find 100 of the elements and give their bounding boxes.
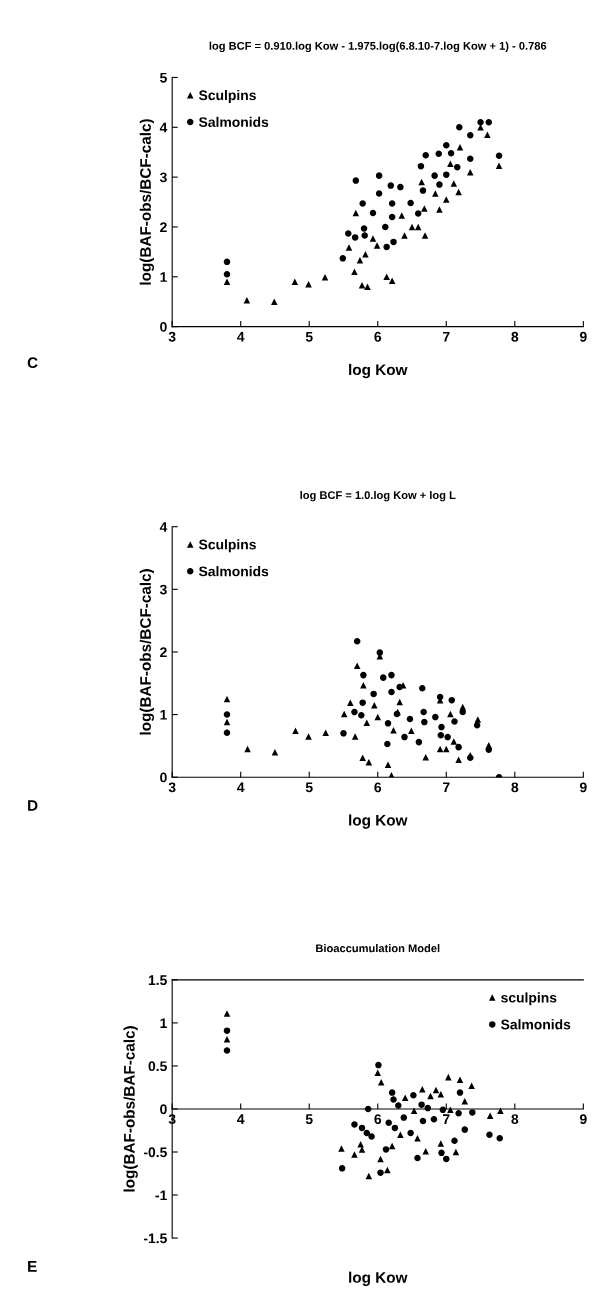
x-tick-label: 4 (237, 782, 245, 793)
y-tick-label: 3 (159, 584, 167, 595)
point (485, 746, 493, 753)
point (438, 1149, 445, 1157)
point (322, 729, 329, 736)
point (407, 199, 414, 207)
point (417, 162, 425, 170)
point (358, 1124, 366, 1132)
y-tick-label: 1.5 (148, 975, 167, 986)
point (375, 1061, 382, 1069)
y-tick-label: -1 (155, 1190, 167, 1201)
point (345, 230, 352, 237)
point (359, 699, 366, 706)
point (370, 690, 377, 698)
point (406, 715, 414, 723)
point (223, 258, 231, 266)
point (437, 1140, 445, 1147)
text: D (28, 800, 38, 811)
point (358, 711, 365, 719)
point (407, 1129, 414, 1137)
point (388, 1089, 396, 1096)
y-tick-label: 4 (159, 122, 168, 133)
point (477, 124, 484, 131)
point (437, 1091, 445, 1098)
point (496, 1134, 503, 1142)
text: E (28, 1261, 37, 1272)
legend-label: Sculpins (198, 89, 256, 103)
point (321, 274, 329, 281)
point (414, 210, 422, 217)
point (377, 1079, 385, 1086)
point (358, 1146, 366, 1153)
point (223, 1010, 231, 1017)
point (351, 1121, 358, 1128)
point (443, 1155, 450, 1163)
x-tick-label: 8 (511, 1114, 519, 1125)
point (388, 213, 396, 221)
point (469, 1109, 476, 1116)
x-tick-label: 5 (305, 331, 313, 342)
y-tick-label: 0 (160, 772, 167, 783)
point (387, 182, 395, 189)
y-tick-label: 5 (160, 72, 167, 83)
point (360, 671, 367, 679)
point (398, 212, 405, 219)
point (353, 662, 361, 669)
x-tick-label: 5 (305, 1114, 313, 1125)
y-tick-label: 2 (160, 647, 167, 657)
point (353, 638, 361, 645)
point (396, 683, 403, 691)
point (451, 1137, 458, 1145)
point (358, 282, 366, 289)
point (361, 232, 368, 239)
point (223, 711, 231, 718)
point (340, 730, 347, 737)
point (447, 149, 455, 157)
point (410, 1091, 417, 1099)
point (305, 281, 312, 288)
x-tick-label: 6 (374, 1114, 382, 1125)
text: C (27, 357, 38, 369)
x-tick-label: 6 (374, 331, 382, 342)
x-tick-label: 7 (443, 331, 450, 342)
point (390, 238, 397, 246)
point (351, 268, 358, 276)
point (421, 205, 428, 212)
point (223, 1047, 231, 1054)
point (443, 171, 450, 178)
point (455, 756, 462, 763)
point (359, 754, 366, 762)
point (435, 150, 442, 157)
point (363, 719, 371, 726)
point (452, 1148, 460, 1156)
point (388, 671, 395, 679)
point (424, 1104, 432, 1112)
y-tick-label: -0.5 (143, 1147, 167, 1158)
point (439, 1106, 447, 1114)
point (410, 1107, 418, 1114)
point (368, 1133, 375, 1140)
point (223, 278, 231, 286)
point (408, 727, 415, 735)
point (419, 685, 426, 692)
x-tick-label: 9 (579, 331, 587, 342)
x-tick-label: 9 (579, 1114, 587, 1125)
point (419, 1085, 426, 1093)
point (436, 181, 443, 188)
point (363, 1129, 371, 1137)
point (388, 688, 395, 696)
point (447, 710, 454, 718)
point (450, 180, 458, 187)
point (396, 698, 403, 706)
point (419, 187, 427, 194)
point (401, 1094, 409, 1102)
y-tick-label: 0 (160, 1104, 167, 1115)
x-tick-label: 7 (443, 1114, 450, 1124)
x-tick-label: 5 (305, 782, 313, 793)
point (384, 1166, 391, 1174)
point (401, 733, 408, 741)
point (369, 209, 377, 217)
point (340, 710, 348, 718)
point (382, 1146, 390, 1153)
point (373, 242, 381, 249)
chart-title: log BCF = 1.0.log Kow + log L (300, 490, 456, 502)
